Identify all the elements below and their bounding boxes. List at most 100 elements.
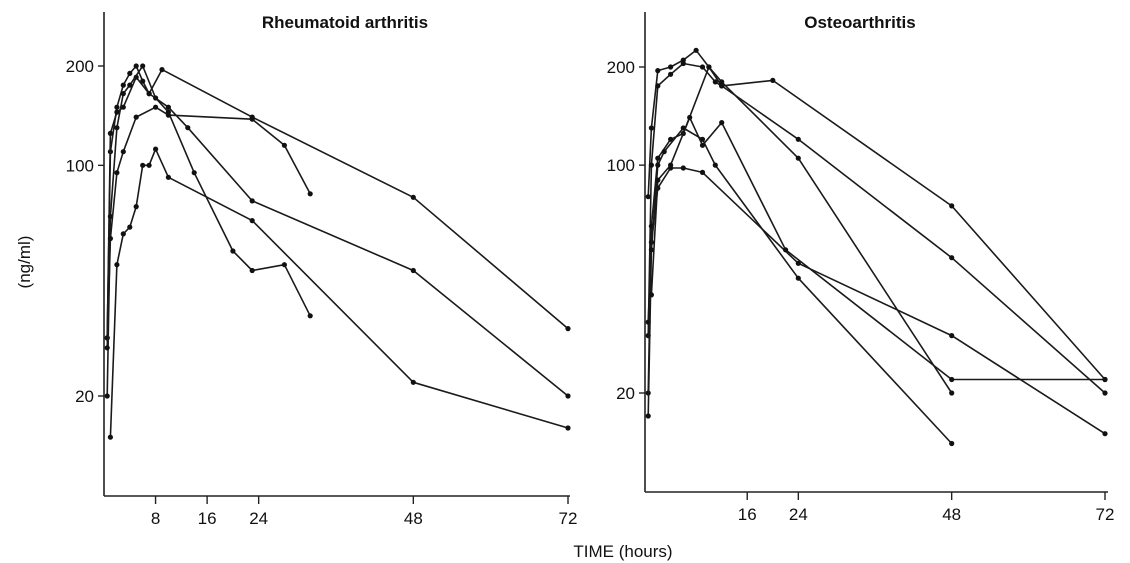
data-point bbox=[249, 267, 255, 274]
data-point bbox=[1102, 431, 1108, 437]
data-point bbox=[795, 136, 801, 142]
data-point bbox=[140, 78, 146, 84]
data-point bbox=[249, 116, 255, 122]
data-point bbox=[783, 247, 789, 253]
series-line-6 bbox=[650, 116, 1105, 381]
data-point bbox=[699, 142, 706, 148]
data-point bbox=[249, 198, 255, 204]
data-point bbox=[719, 120, 725, 126]
y-tick-label: 100 bbox=[66, 156, 94, 175]
y-axis-label: (ng/ml) bbox=[15, 236, 34, 289]
data-point bbox=[165, 174, 171, 180]
data-point bbox=[655, 83, 661, 89]
data-point bbox=[655, 162, 661, 168]
data-point bbox=[719, 79, 725, 85]
data-point bbox=[655, 155, 661, 161]
data-point bbox=[949, 390, 955, 396]
data-point bbox=[133, 114, 139, 120]
data-point bbox=[712, 79, 718, 85]
data-point bbox=[719, 83, 725, 89]
series-group bbox=[104, 63, 571, 440]
rheumatoid-arthritis-title: Rheumatoid arthritis bbox=[262, 13, 428, 32]
series-group bbox=[645, 47, 1108, 447]
series-line-4 bbox=[109, 148, 569, 438]
data-point bbox=[648, 247, 655, 253]
data-point bbox=[140, 162, 146, 168]
data-point bbox=[146, 162, 152, 168]
x-ticks: 8 16 24 48 72 bbox=[151, 496, 577, 528]
data-point bbox=[1102, 390, 1108, 396]
data-point bbox=[127, 70, 133, 76]
data-point bbox=[230, 248, 236, 254]
data-point bbox=[114, 170, 120, 176]
data-point bbox=[140, 63, 146, 69]
osteoarthritis-panel: Osteoarthritis 20 100 200 16 24 48 72 bbox=[607, 12, 1115, 524]
data-point bbox=[114, 104, 120, 110]
data-point bbox=[795, 260, 801, 266]
osteoarthritis-title: Osteoarthritis bbox=[804, 13, 915, 32]
data-point bbox=[127, 82, 133, 88]
data-point bbox=[648, 292, 655, 298]
data-point bbox=[1102, 376, 1108, 383]
y-ticks: 20 100 200 bbox=[66, 57, 104, 406]
data-point bbox=[655, 68, 661, 74]
data-point bbox=[699, 64, 706, 70]
data-point bbox=[153, 95, 159, 101]
data-point bbox=[281, 262, 287, 268]
data-point bbox=[795, 275, 801, 281]
x-tick-label: 8 bbox=[151, 509, 160, 528]
data-point bbox=[410, 194, 416, 200]
x-axis-label: TIME (hours) bbox=[573, 542, 672, 561]
data-point bbox=[146, 91, 152, 97]
y-ticks: 20 100 200 bbox=[607, 58, 645, 403]
data-point bbox=[949, 255, 955, 261]
data-point bbox=[107, 235, 113, 242]
data-point bbox=[410, 267, 416, 274]
data-point bbox=[655, 177, 661, 183]
series-line-2 bbox=[106, 76, 569, 397]
data-point bbox=[949, 333, 955, 339]
data-point bbox=[668, 64, 674, 70]
x-tick-label: 16 bbox=[198, 509, 217, 528]
data-point bbox=[191, 170, 197, 176]
data-point bbox=[120, 149, 126, 155]
x-tick-label: 48 bbox=[404, 509, 423, 528]
data-point bbox=[107, 130, 113, 136]
data-point bbox=[120, 104, 126, 110]
data-point bbox=[153, 104, 159, 110]
data-point bbox=[645, 413, 651, 419]
data-point bbox=[114, 262, 120, 268]
data-point bbox=[949, 203, 955, 209]
data-point bbox=[104, 393, 110, 399]
rheumatoid-arthritis-panel: Rheumatoid arthritis 20 100 200 8 16 24 48 72 bbox=[66, 12, 577, 528]
data-point bbox=[661, 149, 667, 155]
data-point bbox=[159, 67, 165, 73]
data-point bbox=[770, 77, 776, 83]
data-point bbox=[133, 63, 139, 69]
data-point bbox=[687, 114, 693, 121]
data-point bbox=[165, 104, 171, 110]
y-tick-label: 20 bbox=[616, 384, 635, 403]
series-line-1 bbox=[106, 65, 569, 338]
x-ticks: 16 24 48 72 bbox=[738, 492, 1115, 524]
data-point bbox=[645, 194, 651, 200]
data-point bbox=[410, 379, 416, 385]
series-line-1 bbox=[647, 49, 1106, 381]
data-point bbox=[668, 136, 674, 142]
x-tick-label: 72 bbox=[1096, 505, 1115, 524]
data-point bbox=[648, 125, 655, 131]
data-point bbox=[706, 64, 712, 70]
data-point bbox=[307, 191, 313, 197]
data-point bbox=[165, 112, 171, 118]
data-point bbox=[120, 82, 126, 88]
data-point bbox=[185, 125, 191, 131]
data-point bbox=[795, 155, 801, 161]
data-point bbox=[249, 218, 255, 224]
x-tick-label: 48 bbox=[942, 505, 961, 524]
data-point bbox=[949, 376, 955, 383]
data-point bbox=[565, 425, 571, 431]
data-point bbox=[693, 47, 699, 53]
data-point bbox=[153, 146, 159, 152]
data-point bbox=[680, 60, 686, 67]
